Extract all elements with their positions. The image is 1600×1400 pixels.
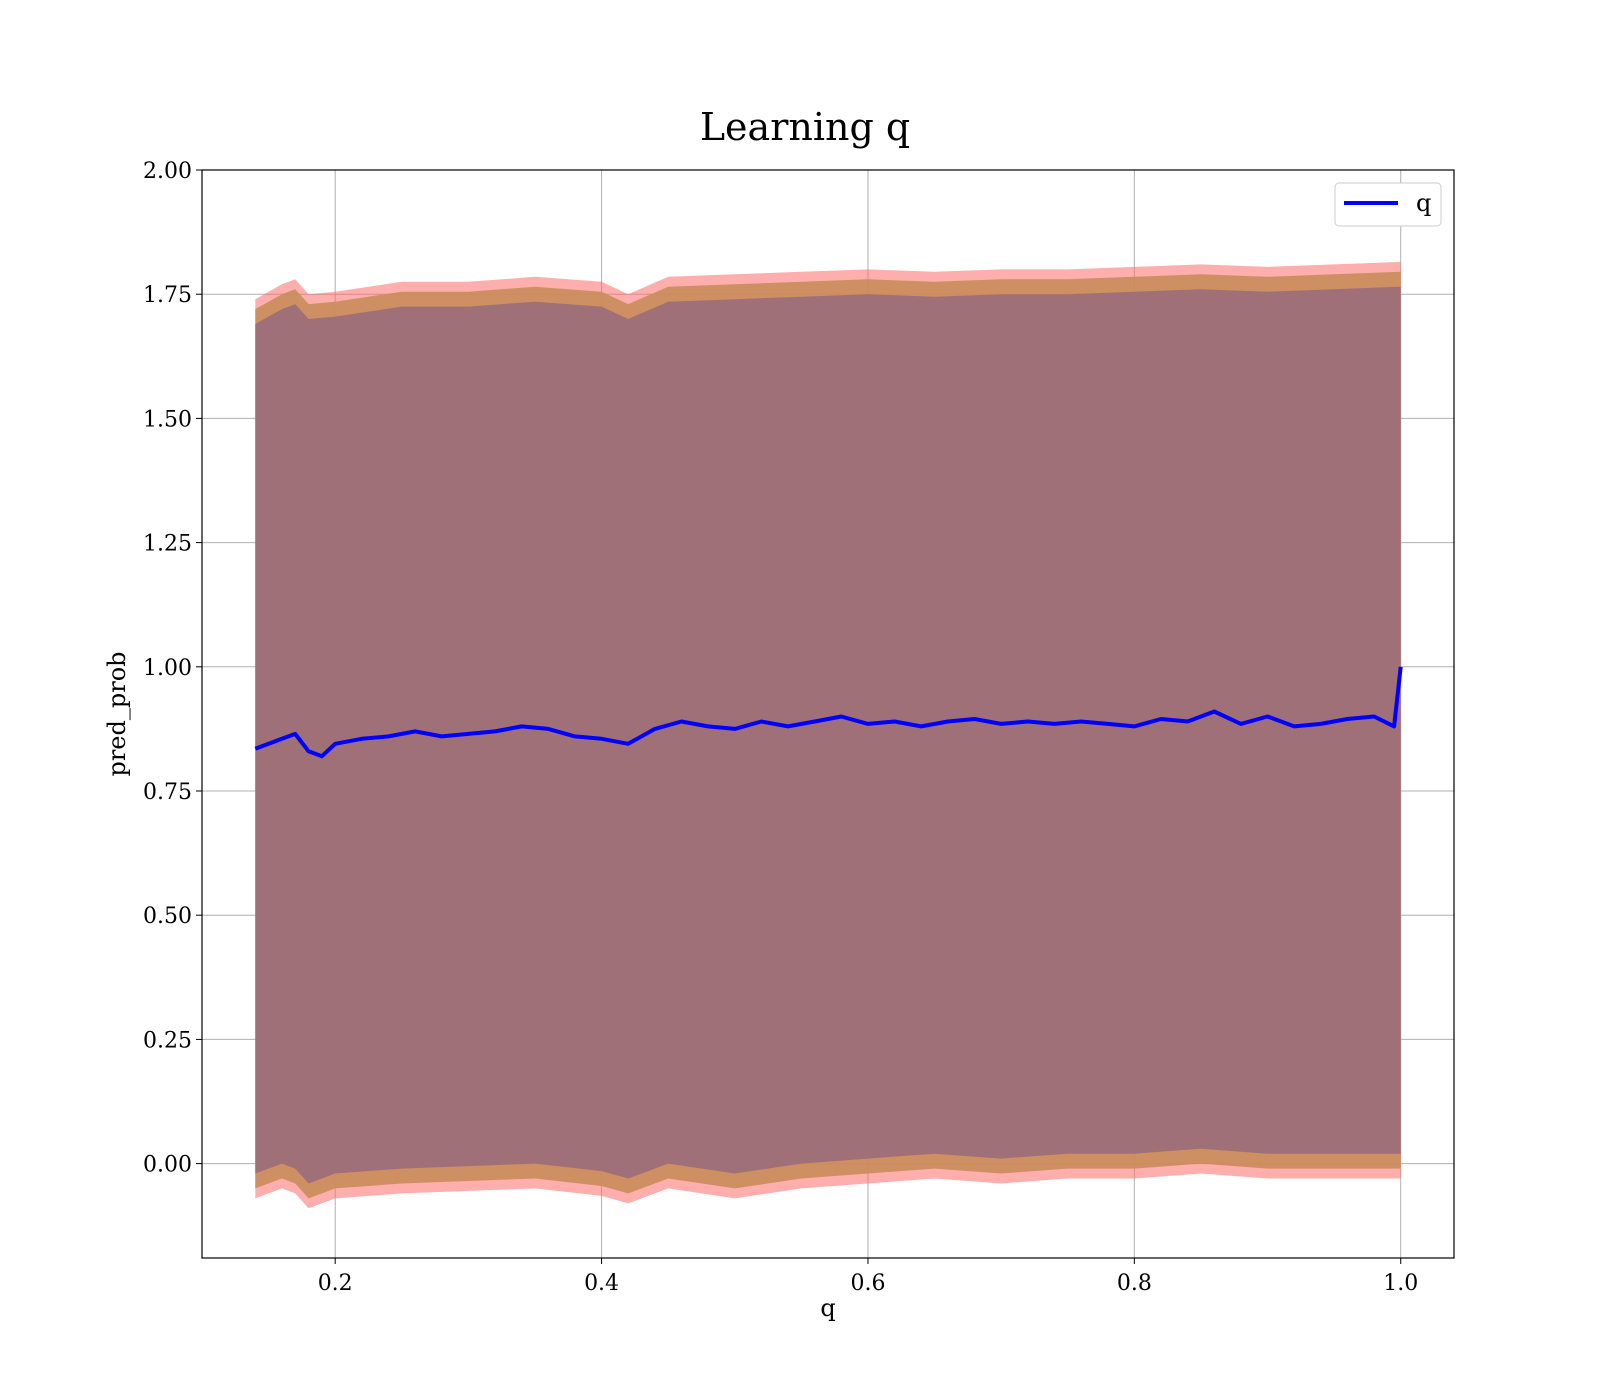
y-tick-label: 1.50 (143, 407, 192, 432)
confidence-bands (255, 261, 1401, 1209)
series-lines (254, 666, 1403, 759)
y-axis-label: pred_prob (103, 651, 131, 776)
x-axis-label: q (820, 1294, 835, 1322)
legend-label: q (1416, 189, 1431, 217)
chart-title: Learning q (700, 105, 910, 149)
y-tick-label: 1.25 (143, 532, 192, 557)
band-inner (255, 286, 1401, 1184)
series-line-q (254, 666, 1403, 759)
x-tick-label: 0.4 (584, 1271, 619, 1296)
y-tick-label: 2.00 (143, 159, 192, 184)
y-tick-label: 0.75 (143, 780, 192, 805)
plot-area (201, 169, 1455, 1259)
plot-frame (201, 169, 1455, 1259)
y-axis-ticks: 0.00 0.25 0.50 0.75 1.00 1.25 1.50 1.75 2.00 (143, 159, 202, 1178)
x-tick-label: 0.8 (1117, 1271, 1152, 1296)
y-tick-label: 1.00 (143, 656, 192, 681)
y-tick-label: 0.00 (143, 1153, 192, 1178)
y-tick-label: 1.75 (143, 283, 192, 308)
x-tick-label: 0.2 (318, 1271, 353, 1296)
x-tick-label: 1.0 (1383, 1271, 1418, 1296)
y-tick-label: 0.25 (143, 1028, 192, 1053)
x-axis-ticks: 0.2 0.4 0.6 0.8 1.0 (318, 1258, 1418, 1296)
x-tick-label: 0.6 (850, 1271, 885, 1296)
legend: q (1334, 182, 1442, 227)
y-tick-label: 0.50 (143, 904, 192, 929)
